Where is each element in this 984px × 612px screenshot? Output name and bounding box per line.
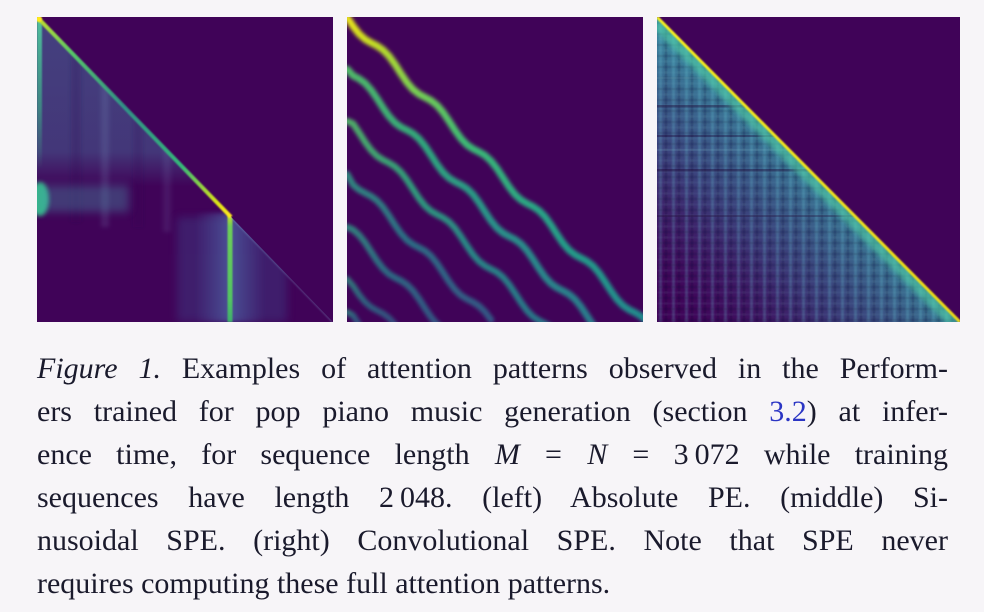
math-var-m: M (494, 438, 520, 471)
caption-line-4: sequences have length 2 048. (left) Abso… (37, 481, 948, 514)
caption-line-1: Figure 1. Examples of attention patterns… (37, 347, 948, 390)
math-equals: = (608, 438, 674, 471)
figure-panel-sinusoidal-spe (347, 17, 643, 322)
figure-panels-row (37, 17, 960, 322)
attention-stripe (347, 170, 495, 322)
figure-label: Figure 1. (37, 352, 161, 385)
figure-panel-absolute-pe (37, 17, 333, 322)
figure-caption: Figure 1. Examples of attention patterns… (37, 347, 948, 605)
attention-stripe (347, 276, 397, 322)
heatmap-absolute-pe (37, 17, 333, 322)
attention-stripe (347, 117, 549, 322)
figure-panel-convolutional-spe (657, 17, 960, 322)
math-number: 3 072 (673, 438, 740, 471)
caption-text: while training (739, 438, 949, 471)
attention-stripe (347, 223, 440, 322)
caption-text: Examples of attention patterns observed … (160, 352, 948, 385)
section-link[interactable]: 3.2 (769, 395, 807, 428)
caption-line-5: nusoidal SPE. (right) Convolutional SPE.… (37, 524, 948, 557)
caption-text: ence time, for sequence length (37, 438, 494, 471)
heatmap-sinusoidal-spe (347, 17, 643, 322)
heatmap-convolutional-spe (657, 17, 960, 322)
caption-text: ers trained for pop piano music generati… (37, 395, 770, 428)
attention-stripe (347, 309, 362, 322)
caption-line-2: ers trained for pop piano music generati… (37, 390, 948, 433)
math-equals: = (520, 438, 587, 471)
caption-line-3: ence time, for sequence length M = N = 3… (37, 433, 948, 476)
caption-line-6: requires computing these full attention … (37, 567, 611, 600)
caption-text: ) at infer- (806, 395, 948, 428)
math-var-n: N (587, 438, 608, 471)
attention-stripe (347, 65, 596, 322)
attention-stripe (347, 17, 643, 322)
